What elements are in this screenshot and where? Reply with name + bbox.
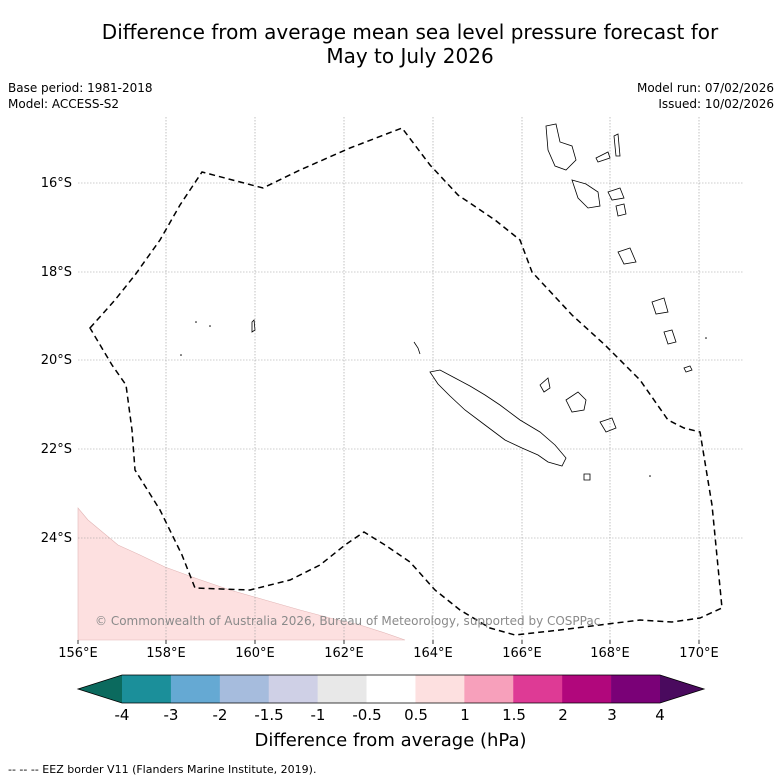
colorbar-tick: -1.5 xyxy=(254,706,284,724)
islet-4 xyxy=(705,337,707,339)
islands-vanuatu xyxy=(545,123,693,373)
colorbar xyxy=(76,674,706,704)
lon-label-162e: 162°E xyxy=(324,646,364,661)
islet-1 xyxy=(195,321,197,323)
island-espiritu-santo xyxy=(545,123,577,171)
title-line-2: May to July 2026 xyxy=(326,44,494,68)
colorbar-segment xyxy=(415,675,465,703)
island-loyalty-ouvea xyxy=(539,377,551,393)
colorbar-label: Difference from average (hPa) xyxy=(254,730,527,751)
colorbar-tick: -0.5 xyxy=(352,706,382,724)
colorbar-segment xyxy=(611,675,661,703)
colorbar-tick: 3 xyxy=(607,706,617,724)
lon-label-160e: 160°E xyxy=(235,646,275,661)
colorbar-tick: 1.5 xyxy=(502,706,526,724)
lon-label-170e: 170°E xyxy=(679,646,719,661)
eez-border xyxy=(89,127,723,636)
issued-date: Issued: 10/02/2026 xyxy=(658,97,774,111)
lat-label-24s: 24°S xyxy=(40,531,72,546)
colorbar-segment xyxy=(219,675,270,703)
islet-2 xyxy=(209,325,211,327)
island-maewo xyxy=(613,133,621,157)
colorbar-outline xyxy=(76,674,706,704)
colorbar-under-arrow xyxy=(78,675,122,703)
colorbar-segment xyxy=(317,675,367,703)
island-erromango xyxy=(651,297,669,315)
colorbar-tick: 0.5 xyxy=(404,706,428,724)
lon-label-158e: 158°E xyxy=(146,646,186,661)
island-efate xyxy=(617,247,637,265)
colorbar-segment xyxy=(268,675,318,703)
model-run: Model run: 07/02/2026 xyxy=(636,81,774,95)
model-name: Model: ACCESS-S2 xyxy=(8,97,120,111)
lon-label-156e: 156°E xyxy=(58,646,98,661)
colorbar-tick: -2 xyxy=(212,706,228,724)
title-line-1: Difference from average mean sea level p… xyxy=(101,20,719,44)
island-epi xyxy=(615,203,627,217)
colorbar-segment xyxy=(464,675,514,703)
colorbar-segment xyxy=(513,675,563,703)
lat-label-20s: 20°S xyxy=(40,353,72,368)
eez-footnote: -- -- -- EEZ border V11 (Flanders Marine… xyxy=(8,763,317,776)
lat-label-22s: 22°S xyxy=(40,442,72,457)
lon-label-168e: 168°E xyxy=(590,646,630,661)
island-pines xyxy=(583,473,591,481)
islet-3 xyxy=(180,354,182,356)
lon-label-164e: 164°E xyxy=(413,646,453,661)
lat-label-16s: 16°S xyxy=(40,176,72,191)
colorbar-segment xyxy=(366,675,416,703)
colorbar-tick: 4 xyxy=(655,706,665,724)
island-belep xyxy=(413,341,421,355)
colorbar-tick: 2 xyxy=(558,706,568,724)
colorbar-segment xyxy=(122,675,172,703)
anomaly-area-positive xyxy=(77,507,406,641)
gridlines xyxy=(78,117,743,640)
colorbar-over-arrow xyxy=(660,675,704,703)
colorbar-tick: -4 xyxy=(114,706,130,724)
island-new-caledonia xyxy=(429,369,567,467)
colorbar-tick: -1 xyxy=(310,706,326,724)
island-aneityum xyxy=(683,365,693,373)
chart-title: Difference from average mean sea level p… xyxy=(40,20,780,68)
lon-ticks xyxy=(77,640,700,644)
island-malo xyxy=(595,151,611,163)
island-loyalty-mare xyxy=(599,417,617,433)
lon-label-166e: 166°E xyxy=(502,646,542,661)
islet-5 xyxy=(649,475,651,477)
meta-left: Base period: 1981-2018 Model: ACCESS-S2 xyxy=(8,80,153,112)
colorbar-segment xyxy=(562,675,612,703)
meta-right: Model run: 07/02/2026 Issued: 10/02/2026 xyxy=(637,80,774,112)
colorbar-tick: -3 xyxy=(163,706,179,724)
lat-label-18s: 18°S xyxy=(40,265,72,280)
islet-chesterfield xyxy=(251,319,256,333)
base-period: Base period: 1981-2018 xyxy=(8,81,153,95)
copyright-notice: © Commonwealth of Australia 2026, Bureau… xyxy=(95,614,601,628)
colorbar-segment xyxy=(170,675,221,703)
island-malekula xyxy=(571,179,601,209)
island-loyalty-lifou xyxy=(565,391,587,413)
island-tanna xyxy=(663,329,677,345)
island-ambrym xyxy=(607,187,625,201)
colorbar-tick: 1 xyxy=(460,706,470,724)
